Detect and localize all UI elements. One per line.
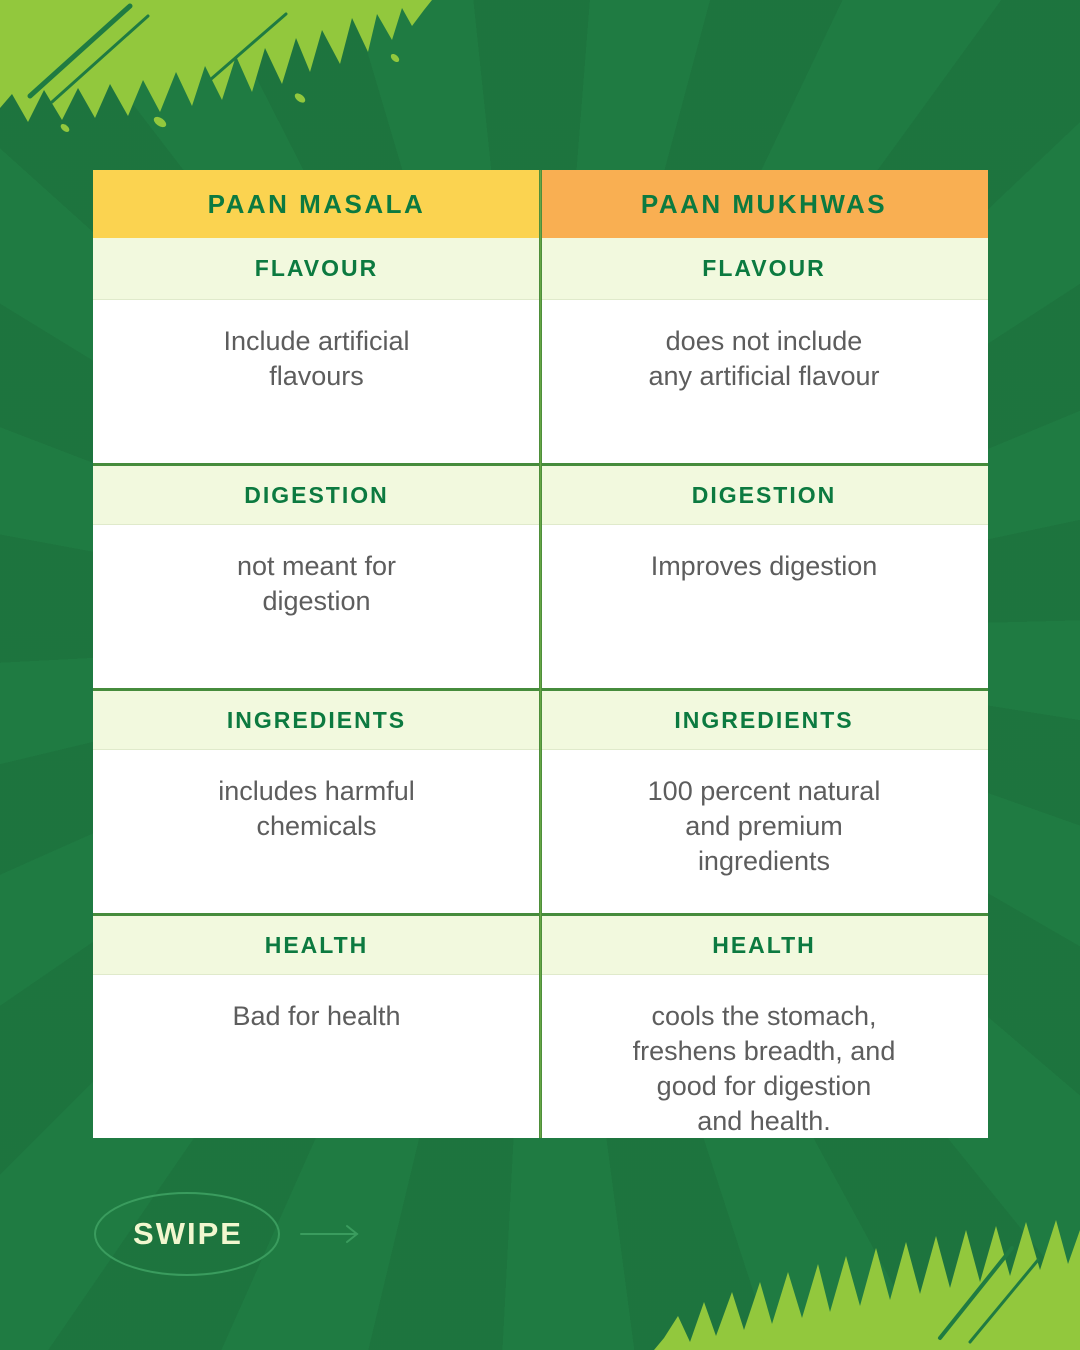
category-label: INGREDIENTS — [540, 688, 988, 750]
column-header-paan-masala: PAAN MASALA — [93, 170, 540, 238]
table-header-row: PAAN MASALA PAAN MUKHWAS — [93, 170, 988, 238]
swipe-label: SWIPE — [133, 1216, 243, 1251]
swipe-graphics — [94, 1192, 359, 1276]
category-row-flavour: FLAVOUR FLAVOUR — [93, 238, 988, 300]
swipe-cta[interactable]: SWIPE — [93, 1190, 373, 1278]
brush-stroke-top-left — [0, 0, 432, 132]
comparison-table: PAAN MASALA PAAN MUKHWAS FLAVOUR FLAVOUR… — [93, 170, 988, 1138]
category-row-ingredients: INGREDIENTS INGREDIENTS — [93, 688, 988, 750]
category-label: HEALTH — [540, 913, 988, 975]
swipe-ellipse-outline — [94, 1192, 280, 1276]
content-row-health: Bad for health cools the stomach, freshe… — [93, 975, 988, 1138]
category-label: FLAVOUR — [93, 238, 540, 300]
category-label: INGREDIENTS — [93, 688, 540, 750]
cell-paan-mukhwas-flavour: does not include any artificial flavour — [540, 300, 988, 463]
content-row-digestion: not meant for digestion Improves digesti… — [93, 525, 988, 688]
cell-paan-masala-health: Bad for health — [93, 975, 540, 1138]
category-row-health: HEALTH HEALTH — [93, 913, 988, 975]
cell-paan-masala-digestion: not meant for digestion — [93, 525, 540, 688]
category-label: DIGESTION — [540, 463, 988, 525]
content-row-ingredients: includes harmful chemicals 100 percent n… — [93, 750, 988, 913]
cell-paan-mukhwas-digestion: Improves digestion — [540, 525, 988, 688]
arrow-right-icon — [300, 1225, 359, 1243]
category-label: FLAVOUR — [540, 238, 988, 300]
cell-paan-mukhwas-health: cools the stomach, freshens breadth, and… — [540, 975, 988, 1138]
category-row-digestion: DIGESTION DIGESTION — [93, 463, 988, 525]
category-label: DIGESTION — [93, 463, 540, 525]
cell-paan-masala-ingredients: includes harmful chemicals — [93, 750, 540, 913]
category-label: HEALTH — [93, 913, 540, 975]
brush-stroke-bottom-right — [654, 1220, 1080, 1350]
column-header-paan-mukhwas: PAAN MUKHWAS — [540, 170, 988, 238]
content-row-flavour: Include artificial flavours does not inc… — [93, 300, 988, 463]
cell-paan-masala-flavour: Include artificial flavours — [93, 300, 540, 463]
cell-paan-mukhwas-ingredients: 100 percent natural and premium ingredie… — [540, 750, 988, 913]
